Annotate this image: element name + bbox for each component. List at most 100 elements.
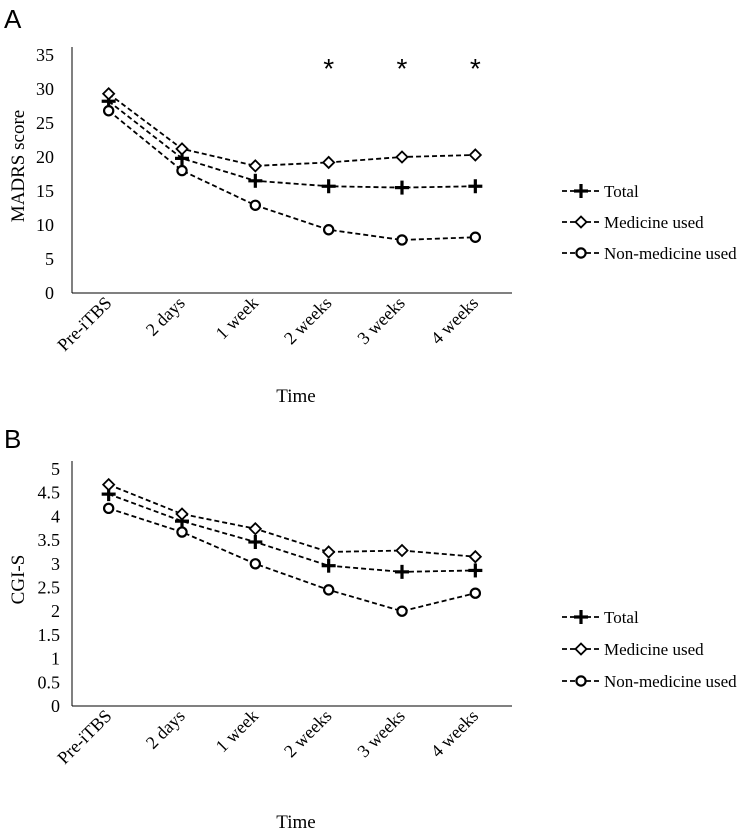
point-total [248, 173, 263, 188]
point-medicine-used [468, 549, 483, 564]
y-tick-label: 3.5 [38, 530, 61, 550]
x-tick-label-2-weeks: 2 weeks [280, 293, 335, 348]
series-line-total [108, 493, 476, 573]
legend-label: Non-medicine used [604, 244, 737, 263]
significance-star: * [397, 53, 408, 84]
x-tick-label-2-weeks: 2 weeks [280, 706, 335, 761]
series-line-total [108, 100, 476, 189]
point-total [321, 179, 336, 194]
y-tick-label: 1 [51, 649, 60, 669]
panel-a-chart: A 0 5 10 15 20 25 30 35 MADRS score Pre-iTBS 2 days… [4, 4, 737, 407]
series-total [101, 94, 483, 195]
legend-marker-medicine-used [574, 642, 588, 656]
point-non-medicine-used [322, 584, 335, 596]
x-tick-label-1-week: 1 week [212, 706, 263, 757]
x-tick-label-4-weeks: 4 weeks [427, 293, 482, 348]
point-medicine-used [101, 477, 116, 492]
y-tick-label: 2 [51, 601, 60, 621]
point-total [468, 179, 483, 194]
legend-marker-medicine-used [574, 215, 588, 229]
panel-b-chart: B 0 0.5 1 1.5 2 2.5 3 3.5 4 4.5 5 CGI-S Pre-iTBS 2 day… [4, 424, 737, 833]
point-non-medicine-used [249, 199, 262, 211]
x-tick-label-2-days: 2 days [142, 706, 189, 753]
legend-label: Total [604, 182, 639, 201]
point-medicine-used [101, 86, 116, 101]
y-tick-label: 4 [51, 506, 60, 526]
legend-label: Medicine used [604, 213, 704, 232]
point-non-medicine-used [322, 224, 335, 236]
y-tick-label: 5 [45, 249, 54, 269]
point-medicine-used [248, 521, 263, 536]
x-tick-label-3-weeks: 3 weeks [353, 293, 408, 348]
y-tick-label: 5 [51, 459, 60, 479]
y-tick-label: 20 [36, 147, 54, 167]
x-tick-label-1-week: 1 week [212, 293, 263, 344]
y-axis-title: CGI-S [8, 555, 29, 605]
x-axis-title: Time [276, 812, 315, 833]
point-total [395, 180, 409, 195]
legend: Total Medicine used Non-medicine used [562, 182, 737, 263]
legend-item-non-medicine-used: Non-medicine used [562, 244, 737, 263]
series-total [101, 487, 483, 579]
series-line-non-medicine-used [108, 110, 476, 241]
x-tick-label-pre-itbs: Pre-iTBS [53, 293, 115, 355]
panel-letter: B [4, 424, 21, 454]
y-axis-title: MADRS score [8, 110, 29, 222]
legend-item-medicine-used: Medicine used [562, 640, 704, 659]
legend-label: Medicine used [604, 640, 704, 659]
point-non-medicine-used [396, 234, 408, 246]
series-medicine-used [101, 477, 483, 564]
significance-star: * [470, 53, 481, 84]
y-tick-label: 4.5 [38, 483, 61, 503]
series-line-non-medicine-used [108, 507, 476, 613]
legend-item-total: Total [562, 182, 639, 201]
point-medicine-used [395, 543, 409, 558]
point-total [248, 534, 263, 549]
legend: Total Medicine used Non-medicine used [562, 608, 737, 691]
y-tick-label: 35 [36, 45, 54, 65]
x-tick-label-2-days: 2 days [142, 293, 189, 340]
point-medicine-used [175, 142, 189, 156]
point-non-medicine-used [176, 164, 188, 177]
significance-star: * [323, 53, 334, 84]
point-medicine-used [468, 148, 483, 162]
legend-label: Total [604, 608, 639, 627]
legend-marker-non-medicine-used [575, 247, 587, 259]
point-non-medicine-used [469, 231, 482, 243]
y-tick-label: 30 [36, 79, 54, 99]
point-medicine-used [248, 159, 263, 173]
x-tick-label-pre-itbs: Pre-iTBS [53, 706, 115, 768]
legend-item-total: Total [562, 608, 639, 627]
point-medicine-used [321, 545, 336, 559]
y-tick-label: 0 [45, 283, 54, 303]
point-non-medicine-used [469, 587, 482, 599]
y-tick-label: 15 [36, 181, 54, 201]
legend-label: Non-medicine used [604, 672, 737, 691]
x-tick-label-3-weeks: 3 weeks [353, 706, 408, 761]
y-tick-label: 25 [36, 113, 54, 133]
series-medicine-used [101, 86, 483, 173]
y-tick-label: 3 [51, 554, 60, 574]
x-axis-title: Time [276, 386, 315, 407]
point-non-medicine-used [396, 605, 408, 617]
point-medicine-used [175, 507, 189, 521]
x-tick-label-4-weeks: 4 weeks [427, 706, 482, 761]
point-non-medicine-used [102, 105, 115, 117]
legend-marker-total [574, 610, 588, 624]
legend-item-medicine-used: Medicine used [562, 213, 704, 232]
point-non-medicine-used [102, 502, 115, 515]
legend-marker-total [574, 184, 588, 198]
legend-item-non-medicine-used: Non-medicine used [562, 672, 737, 691]
panel-letter: A [4, 4, 22, 34]
series-line-medicine-used [108, 93, 476, 167]
series-non-medicine-used [102, 105, 482, 246]
y-tick-label: 0.5 [38, 672, 61, 692]
y-tick-label: 1.5 [38, 625, 61, 645]
point-medicine-used [395, 150, 409, 164]
point-total [395, 564, 409, 579]
point-total [321, 558, 336, 573]
series-non-medicine-used [102, 502, 482, 617]
point-total [468, 563, 483, 578]
series-line-medicine-used [108, 483, 476, 558]
